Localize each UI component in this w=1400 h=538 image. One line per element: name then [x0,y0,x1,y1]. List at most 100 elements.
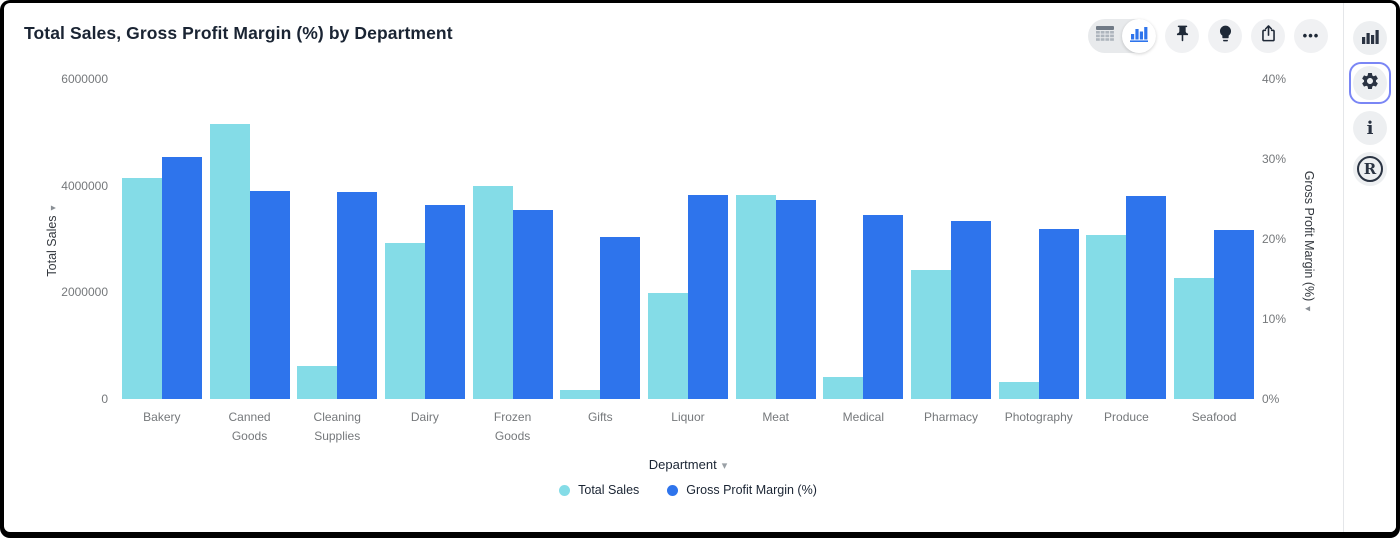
table-view-button[interactable] [1088,19,1122,53]
bar-group-photography [995,79,1083,399]
bar-gross-profit-margin-pharmacy[interactable] [951,221,992,399]
right-sidebar: i R [1343,3,1396,532]
legend-item-total-sales[interactable]: Total Sales [559,483,639,497]
y-tick-40: 40% [1262,72,1287,86]
bar-gross-profit-margin-produce[interactable] [1126,196,1167,399]
bar-group-liquor [644,79,732,399]
y-tick-30: 30% [1262,152,1287,166]
share-button[interactable] [1251,19,1285,53]
bar-group-canned-goods [206,79,294,399]
bar-total-sales-meat[interactable] [735,195,776,399]
chart-panel-button[interactable] [1353,21,1387,55]
y-tick-0: 0% [1262,392,1280,406]
bar-total-sales-dairy[interactable] [384,243,425,399]
y-tick-10: 10% [1262,312,1287,326]
bar-group-gifts [556,79,644,399]
x-axis-tick-labels: Bakery Canned Goods Cleaning Supplies Dairy… [118,408,1258,445]
x-tick-bakery: Bakery [143,410,181,424]
x-axis-title-dropdown[interactable]: Department ▾ [648,457,728,472]
x-tick-pharmacy: Pharmacy [924,410,979,424]
y-tick-6000000: 6000000 [61,72,108,86]
y-axis-left-ticks: 0 2000000 4000000 6000000 [4,72,108,406]
bar-group-meat [732,79,820,399]
bar-gross-profit-margin-bakery[interactable] [161,157,202,399]
bar-group-seafood [1170,79,1258,399]
bar-group-dairy [381,79,469,399]
bar-total-sales-bakery[interactable] [121,178,162,399]
x-tick-medical: Medical [842,410,885,424]
legend-item-gross-profit-margin[interactable]: Gross Profit Margin (%) [667,483,817,497]
bar-chart-icon [1361,28,1379,49]
chart-title: Total Sales, Gross Profit Margin (%) by … [24,23,453,43]
bar-total-sales-medical[interactable] [823,377,864,399]
y-axis-label-right[interactable]: Gross Profit Margin (%)▾ [1302,170,1316,312]
share-icon [1259,24,1278,48]
legend-dot-gross-profit-margin [667,484,679,496]
x-tick-gifts: Gifts [587,410,613,424]
gear-icon [1360,71,1380,96]
axis-sort-arrow-icon: ▾ [1302,306,1313,312]
y-tick-0: 0 [101,392,108,406]
more-options-button[interactable]: ••• [1294,19,1328,53]
bar-gross-profit-margin-meat[interactable] [775,200,816,399]
bar-gross-profit-margin-seafood[interactable] [1214,230,1255,399]
y-axis-label-left[interactable]: Total Sales▾ [45,205,59,277]
bar-gross-profit-margin-cleaning-supplies[interactable] [337,192,378,399]
x-tick-cleaning-supplies: Cleaning Supplies [313,410,361,443]
bar-gross-profit-margin-liquor[interactable] [687,195,728,399]
app-screen: Total Sales, Gross Profit Margin (%) by … [4,3,1396,532]
bar-gross-profit-margin-medical[interactable] [863,215,904,399]
x-tick-produce: Produce [1104,410,1149,424]
y-tick-4000000: 4000000 [61,178,108,193]
chart-toolbar: ••• [1088,19,1328,53]
bar-total-sales-photography[interactable] [998,382,1039,399]
bar-group-bakery [118,79,206,399]
y-tick-20: 20% [1262,232,1287,246]
bar-total-sales-canned-goods[interactable] [209,124,250,399]
bar-group-produce [1083,79,1171,399]
legend-dot-total-sales [559,484,571,496]
ellipsis-icon: ••• [1302,27,1320,43]
chart-view-button[interactable] [1122,19,1156,53]
bar-gross-profit-margin-canned-goods[interactable] [249,191,290,399]
legend-label: Total Sales [578,483,640,497]
info-panel-button[interactable]: i [1353,111,1387,145]
x-tick-liquor: Liquor [671,410,705,424]
bar-total-sales-frozen-goods[interactable] [472,186,513,399]
bar-gross-profit-margin-gifts[interactable] [600,237,641,399]
x-tick-seafood: Seafood [1191,410,1237,424]
table-icon [1096,26,1114,46]
bar-group-frozen-goods [469,79,557,399]
x-tick-dairy: Dairy [410,410,439,424]
bar-total-sales-liquor[interactable] [647,293,688,399]
legend-label: Gross Profit Margin (%) [686,483,817,497]
bar-group-cleaning-supplies [293,79,381,399]
bar-gross-profit-margin-photography[interactable] [1038,229,1079,399]
bar-chart-icon [1130,26,1148,47]
chevron-down-icon: ▾ [721,460,728,472]
r-logo-icon: R [1357,156,1383,182]
y-axis-right-ticks: 0% 10% 20% 30% 40% [1262,72,1308,406]
settings-panel-button[interactable] [1353,66,1387,100]
explain-button[interactable] [1208,19,1242,53]
pin-button[interactable] [1165,19,1199,53]
r-analysis-button[interactable]: R [1353,152,1387,186]
lightbulb-icon [1216,24,1235,48]
bar-gross-profit-margin-frozen-goods[interactable] [512,210,553,399]
y-tick-2000000: 2000000 [61,285,108,300]
x-tick-meat: Meat [762,410,789,424]
bar-gross-profit-margin-dairy[interactable] [424,205,465,399]
pin-icon [1173,24,1192,48]
bar-total-sales-seafood[interactable] [1174,278,1215,399]
bar-total-sales-gifts[interactable] [560,390,601,399]
chart-legend: Total Sales Gross Profit Margin (%) [118,483,1258,497]
bar-total-sales-produce[interactable] [1086,235,1127,399]
bar-total-sales-pharmacy[interactable] [911,270,952,399]
bar-total-sales-cleaning-supplies[interactable] [297,366,338,399]
x-tick-photography: Photography [1004,410,1073,424]
chart-plot-area [118,79,1258,399]
bar-group-pharmacy [907,79,995,399]
settings-panel-selected-ring [1349,62,1391,104]
axis-sort-arrow-icon: ▾ [48,205,59,211]
